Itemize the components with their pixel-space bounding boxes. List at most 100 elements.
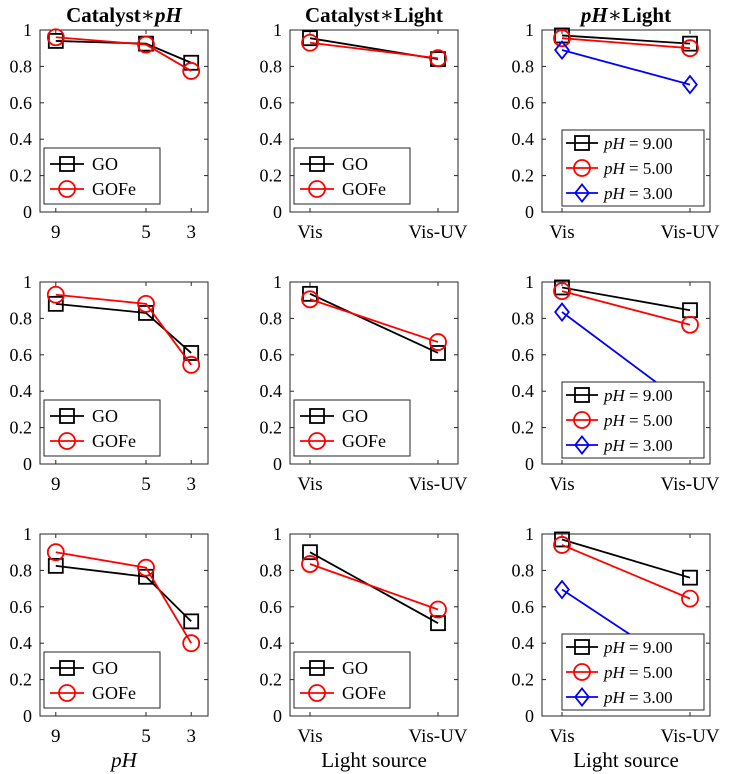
title-part: Catalyst	[305, 3, 380, 27]
y-tick-label: 0	[273, 202, 282, 222]
data-point	[430, 345, 446, 361]
series-line	[561, 286, 691, 312]
legend-marker	[59, 660, 75, 676]
data-point	[553, 536, 571, 554]
legend-marker	[574, 639, 590, 655]
data-point	[681, 589, 699, 608]
legend-label: GO	[92, 406, 118, 426]
x-axis-label: Light source	[321, 748, 427, 772]
y-tick-label: 0.2	[260, 670, 283, 690]
y-tick-label: 1	[23, 20, 32, 40]
legend-label: pH = 3.00	[603, 688, 673, 707]
series-line	[561, 37, 691, 50]
y-tick-label: 1	[525, 20, 534, 40]
legend: GO GOFe	[293, 651, 411, 709]
legend-label: GO	[342, 406, 368, 426]
title-part: Catalyst	[66, 3, 141, 27]
y-tick-label: 0.8	[260, 560, 283, 580]
y-tick-label: 1	[525, 272, 534, 292]
y-tick-label: 0.2	[10, 166, 33, 186]
x-tick-label: Vis-UV	[408, 726, 467, 747]
x-tick-label: 3	[186, 726, 196, 747]
legend: GO GOFe	[293, 399, 411, 457]
legend-value: = 5.00	[625, 663, 673, 682]
y-tick-label: 0.6	[512, 597, 535, 617]
panel: 0 0.2 0.4 0.6 0.8 1 Vis Vis-UV GO GOFe	[260, 20, 468, 243]
title-part: pH	[153, 3, 183, 27]
y-tick-label: 0.6	[260, 345, 283, 365]
data-point	[554, 579, 570, 600]
legend-label: GOFe	[92, 179, 136, 199]
series-line	[561, 538, 691, 579]
title-operator: ∗	[141, 3, 155, 27]
x-tick-label: 5	[141, 474, 151, 495]
data-point	[302, 544, 318, 561]
y-tick-label: 0.6	[260, 597, 283, 617]
y-tick-label: 0.4	[512, 381, 535, 401]
legend-value: = 9.00	[625, 638, 673, 657]
legend-label: pH = 3.00	[603, 184, 673, 203]
data-point	[46, 543, 65, 562]
series-line	[561, 49, 691, 86]
x-tick-label: Vis	[297, 726, 322, 747]
legend-marker	[573, 663, 591, 681]
x-tick-label: 3	[186, 474, 196, 495]
legend-marker	[59, 156, 75, 172]
y-tick-label: 0.2	[512, 166, 535, 186]
x-tick-label: Vis	[297, 222, 322, 243]
legend-label: pH = 5.00	[603, 159, 673, 178]
data-point	[301, 33, 319, 52]
y-tick-label: 1	[23, 272, 32, 292]
panel: 0 0.2 0.4 0.6 0.8 1 Vis Vis-UV GO GOFe	[260, 272, 468, 495]
legend-var: pH	[603, 411, 627, 430]
y-tick-label: 0.2	[260, 418, 283, 438]
title-part: Light	[622, 3, 671, 27]
legend-value: = 3.00	[625, 688, 673, 707]
x-tick-label: Vis	[549, 474, 574, 495]
legend: GO GOFe	[43, 399, 161, 457]
series-line	[55, 293, 192, 366]
y-tick-label: 0.8	[10, 308, 33, 328]
y-tick-label: 0.6	[10, 597, 33, 617]
data-point	[183, 54, 200, 71]
x-axis-label: Light source	[573, 748, 679, 772]
x-tick-label: Vis-UV	[408, 222, 467, 243]
y-tick-label: 0.6	[512, 345, 535, 365]
legend-marker	[58, 180, 76, 198]
series-line	[55, 302, 192, 354]
y-tick-label: 0.8	[512, 560, 535, 580]
data-point	[554, 302, 570, 322]
title-part: pH	[579, 3, 609, 27]
legend-value: = 9.00	[625, 134, 673, 153]
x-tick-label: 5	[141, 726, 151, 747]
title-operator: ∗	[608, 3, 622, 27]
legend-value: = 9.00	[625, 386, 673, 405]
y-tick-label: 0.2	[512, 670, 535, 690]
data-point	[681, 315, 699, 334]
legend-marker	[574, 183, 590, 203]
legend-marker	[308, 684, 326, 702]
legend-value: = 3.00	[625, 184, 673, 203]
legend-var: pH	[603, 638, 627, 657]
data-point	[182, 634, 201, 653]
legend-marker	[573, 411, 591, 429]
legend-label: pH = 3.00	[603, 436, 673, 455]
y-tick-label: 0.4	[260, 633, 283, 653]
y-tick-label: 0.4	[10, 633, 33, 653]
data-point	[682, 74, 698, 95]
series-line	[55, 36, 192, 72]
x-tick-label: Vis-UV	[660, 222, 719, 243]
y-tick-label: 0.4	[512, 633, 535, 653]
y-tick-label: 0.2	[10, 418, 33, 438]
x-tick-label: Vis-UV	[408, 474, 467, 495]
x-tick-label: Vis	[549, 726, 574, 747]
y-tick-label: 0	[23, 202, 32, 222]
legend-label: GOFe	[342, 431, 386, 451]
series-line	[561, 544, 691, 600]
data-point	[182, 62, 201, 80]
x-tick-label: Vis	[297, 474, 322, 495]
y-tick-label: 0.2	[512, 418, 535, 438]
